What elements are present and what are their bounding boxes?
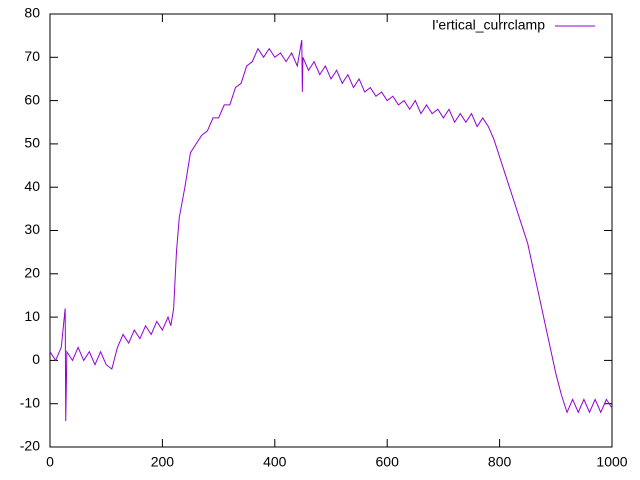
x-tick-label: 800 <box>488 454 512 470</box>
y-tick-label: 80 <box>24 5 40 21</box>
legend-label: I'ertical_currclamp <box>432 17 545 33</box>
x-tick-label: 0 <box>46 454 54 470</box>
y-tick-label: 40 <box>24 178 40 194</box>
y-tick-label: 10 <box>24 308 40 324</box>
y-tick-label: 20 <box>24 265 40 281</box>
y-tick-label: 30 <box>24 221 40 237</box>
y-tick-label: 70 <box>24 48 40 64</box>
y-tick-label: 0 <box>32 351 40 367</box>
x-tick-label: 1000 <box>596 454 627 470</box>
x-tick-label: 600 <box>376 454 400 470</box>
y-tick-label: -10 <box>20 394 40 410</box>
y-tick-label: 60 <box>24 91 40 107</box>
y-tick-label: -20 <box>20 438 40 454</box>
x-tick-label: 400 <box>263 454 287 470</box>
x-tick-label: 200 <box>151 454 175 470</box>
line-series <box>49 39 613 422</box>
y-tick-label: 50 <box>24 135 40 151</box>
